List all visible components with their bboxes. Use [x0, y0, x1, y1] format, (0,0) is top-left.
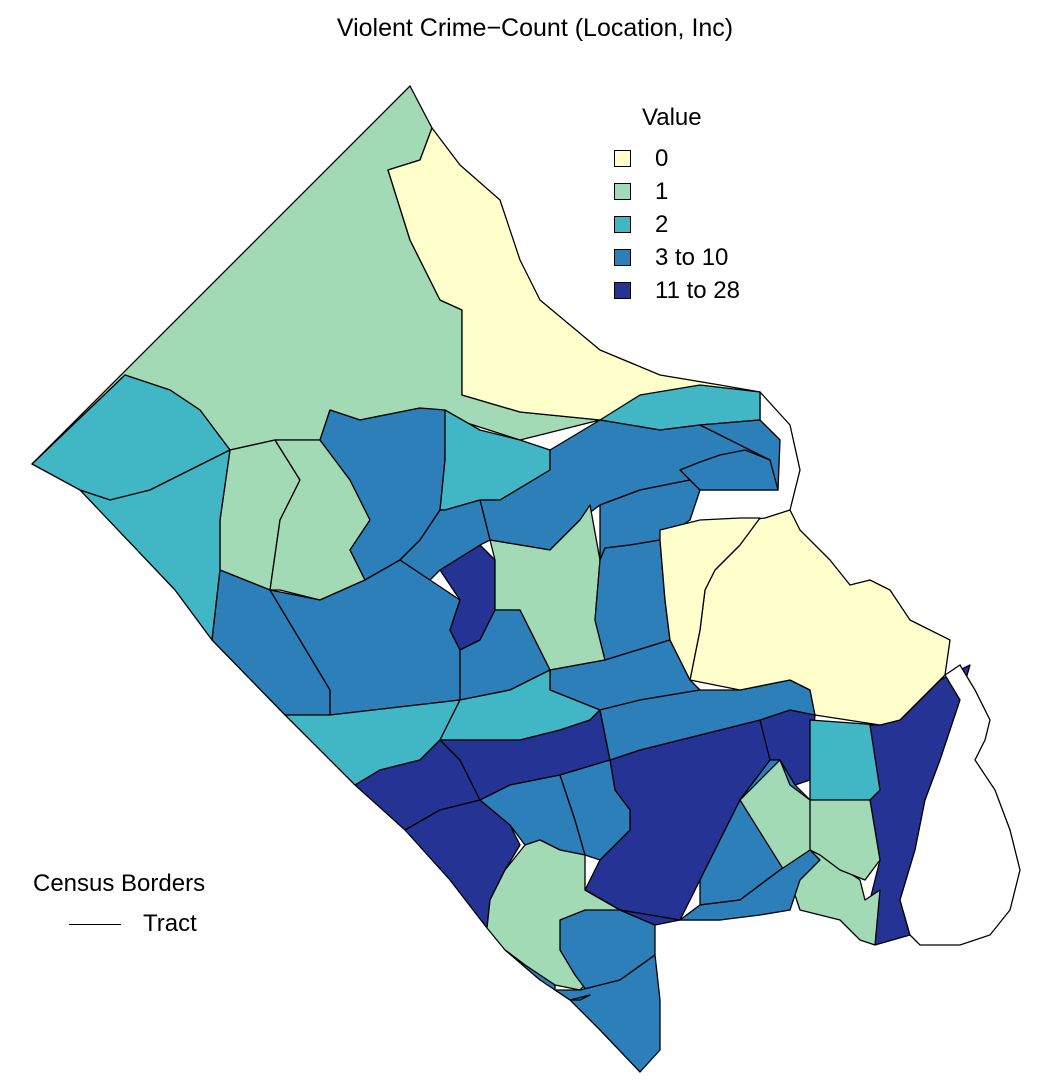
legend-label: 2 [655, 210, 669, 238]
legend-swatch [614, 249, 631, 266]
census-borders-title: Census Borders [33, 870, 206, 897]
legend-item: 0 [614, 142, 740, 175]
legend-swatch [614, 150, 631, 167]
map-title: Violent Crime−Count (Location, Inc) [336, 14, 734, 42]
legend-swatch [614, 282, 631, 299]
legend-item: 11 to 28 [614, 274, 740, 307]
census-tract [79, 449, 231, 641]
census-borders-item: Tract [69, 910, 205, 938]
legend-label: 1 [655, 177, 669, 205]
legend-label: 11 to 28 [655, 276, 740, 304]
census-tract [599, 679, 816, 761]
value-legend: Value 0 1 2 3 to 10 11 to 28 [614, 104, 740, 307]
legend-swatch [614, 216, 631, 233]
legend-item: 3 to 10 [614, 241, 740, 274]
legend-item: 2 [614, 208, 740, 241]
coastline [899, 664, 1021, 946]
census-tract [679, 849, 821, 921]
census-tract [399, 499, 491, 581]
legend-title: Value [642, 104, 702, 131]
census-tract [559, 759, 631, 861]
census-tract [404, 799, 521, 929]
legend-label: 3 to 10 [655, 243, 729, 271]
census-tract [679, 449, 779, 491]
legend-items: 0 1 2 3 to 10 11 to 28 [614, 142, 740, 307]
census-tract [809, 719, 881, 801]
legend-swatch [614, 183, 631, 200]
census-tract [659, 517, 761, 681]
census-tract [554, 954, 661, 1073]
tract-label: Tract [143, 910, 197, 937]
legend-item: 1 [614, 175, 740, 208]
legend-label: 0 [655, 144, 669, 172]
census-borders-legend: Census Borders Tract [33, 870, 205, 938]
census-tract [504, 949, 591, 1001]
tract-line-symbol [69, 923, 121, 925]
census-tract [594, 539, 671, 661]
